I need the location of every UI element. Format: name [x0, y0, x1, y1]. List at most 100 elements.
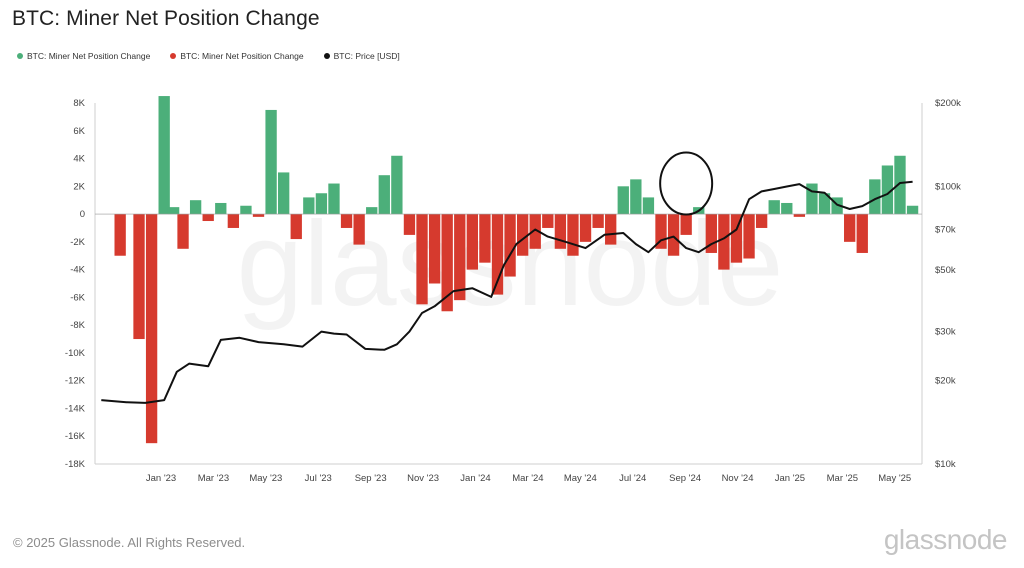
bar-negative — [428, 214, 441, 284]
bar-negative — [290, 214, 302, 240]
x-tick-label: May '25 — [878, 473, 911, 484]
bar-negative — [542, 214, 554, 228]
bar-negative — [705, 214, 717, 253]
y-right-tick-label: $20k — [935, 375, 956, 386]
bar-negative — [655, 214, 667, 249]
y-right-tick-label: $50k — [935, 265, 956, 276]
y-left-tick-label: -10K — [65, 348, 86, 359]
y-left-tick-label: -2K — [70, 237, 85, 248]
legend-item-price[interactable]: BTC: Price [USD] — [323, 51, 400, 61]
price-line — [101, 180, 913, 404]
bar-positive — [167, 207, 180, 215]
bar-negative — [177, 214, 189, 249]
bar-positive — [818, 193, 831, 215]
bar-negative — [202, 214, 214, 222]
bar-positive — [378, 175, 390, 215]
legend-item-negative[interactable]: BTC: Miner Net Position Change — [170, 51, 304, 61]
bar-negative — [844, 214, 856, 242]
x-tick-label: May '24 — [564, 473, 597, 484]
y-left-tick-label: 0 — [80, 209, 85, 220]
bar-negative — [416, 214, 428, 305]
bar-positive — [617, 186, 629, 215]
y-left-tick-label: -6K — [70, 292, 85, 303]
bar-positive — [630, 179, 642, 215]
bar-negative — [403, 214, 416, 235]
bar-negative — [755, 214, 768, 228]
bar-negative — [227, 214, 240, 228]
bar-positive — [806, 183, 818, 215]
x-tick-label: Mar '25 — [827, 473, 858, 484]
bar-positive — [240, 205, 252, 215]
bar-negative — [730, 214, 743, 263]
bar-positive — [869, 179, 881, 215]
bar-positive — [158, 96, 170, 215]
bar-negative — [856, 214, 868, 253]
legend-swatch-red — [170, 53, 177, 59]
y-left-tick-label: 6K — [73, 126, 85, 137]
bar-negative — [743, 214, 755, 259]
bar-negative — [491, 214, 504, 295]
y-right-tick-label: $70k — [935, 225, 956, 236]
bar-positive — [278, 172, 290, 215]
x-tick-label: Mar '23 — [198, 473, 229, 484]
y-right-tick-label: $100k — [935, 182, 961, 193]
y-left-tick-label: -12K — [65, 376, 86, 387]
bar-negative — [529, 214, 541, 249]
bar-negative — [592, 214, 604, 228]
x-tick-label: Jan '25 — [775, 473, 805, 484]
bar-positive — [906, 205, 919, 215]
bar-negative — [353, 214, 365, 245]
y-left-tick-label: -16K — [65, 431, 86, 442]
bar-negative — [454, 214, 466, 301]
bar-negative — [252, 214, 265, 217]
chart-title: BTC: Miner Net Position Change — [12, 7, 320, 30]
bar-negative — [466, 214, 478, 270]
y-right-tick-label: $30k — [935, 327, 956, 338]
bar-negative — [718, 214, 730, 270]
bar-positive — [315, 193, 328, 215]
x-tick-label: Nov '24 — [722, 473, 754, 484]
x-tick-label: Jan '23 — [146, 473, 176, 484]
y-left-tick-label: 2K — [73, 181, 85, 192]
bar-positive — [366, 207, 378, 215]
bar-negative — [605, 214, 617, 245]
bar-negative — [667, 214, 680, 256]
x-tick-label: Sep '24 — [669, 473, 701, 484]
legend-item-positive[interactable]: BTC: Miner Net Position Change — [17, 51, 150, 61]
x-tick-label: Nov '23 — [407, 473, 439, 484]
bar-negative — [554, 214, 567, 249]
y-left-tick-label: -8K — [70, 320, 85, 331]
y-left-tick-label: 8K — [73, 98, 85, 109]
legend-label-price: BTC: Price [USD] — [333, 51, 400, 61]
y-left-tick-label: -18K — [65, 459, 86, 470]
bar-negative — [579, 214, 592, 242]
bar-negative — [516, 214, 529, 256]
bar-positive — [768, 200, 780, 215]
bar-positive — [894, 155, 906, 215]
bar-negative — [114, 214, 126, 256]
bar-positive — [189, 200, 202, 215]
copyright-footer: © 2025 Glassnode. All Rights Reserved. — [13, 535, 246, 550]
bar-positive — [215, 202, 227, 215]
x-tick-label: Sep '23 — [355, 473, 387, 484]
y-left-tick-label: 4K — [73, 154, 85, 165]
y-left-tick-label: -14K — [65, 403, 86, 414]
bar-positive — [781, 202, 793, 215]
bar-negative — [567, 214, 579, 256]
bar-negative — [145, 214, 158, 444]
bar-negative — [479, 214, 491, 263]
x-tick-label: Jan '24 — [460, 473, 490, 484]
bar-negative — [504, 214, 516, 277]
x-tick-label: Jul '23 — [305, 473, 332, 484]
x-tick-label: May '23 — [249, 473, 282, 484]
y-right-tick-label: $200k — [935, 98, 961, 109]
bar-negative — [340, 214, 353, 228]
bar-positive — [265, 109, 277, 215]
x-tick-label: Jul '24 — [619, 473, 646, 484]
bar-negative — [441, 214, 453, 312]
bar-positive — [328, 183, 340, 215]
bar-positive — [642, 197, 655, 215]
bar-negative — [680, 214, 692, 235]
annotation-circle — [659, 151, 714, 216]
